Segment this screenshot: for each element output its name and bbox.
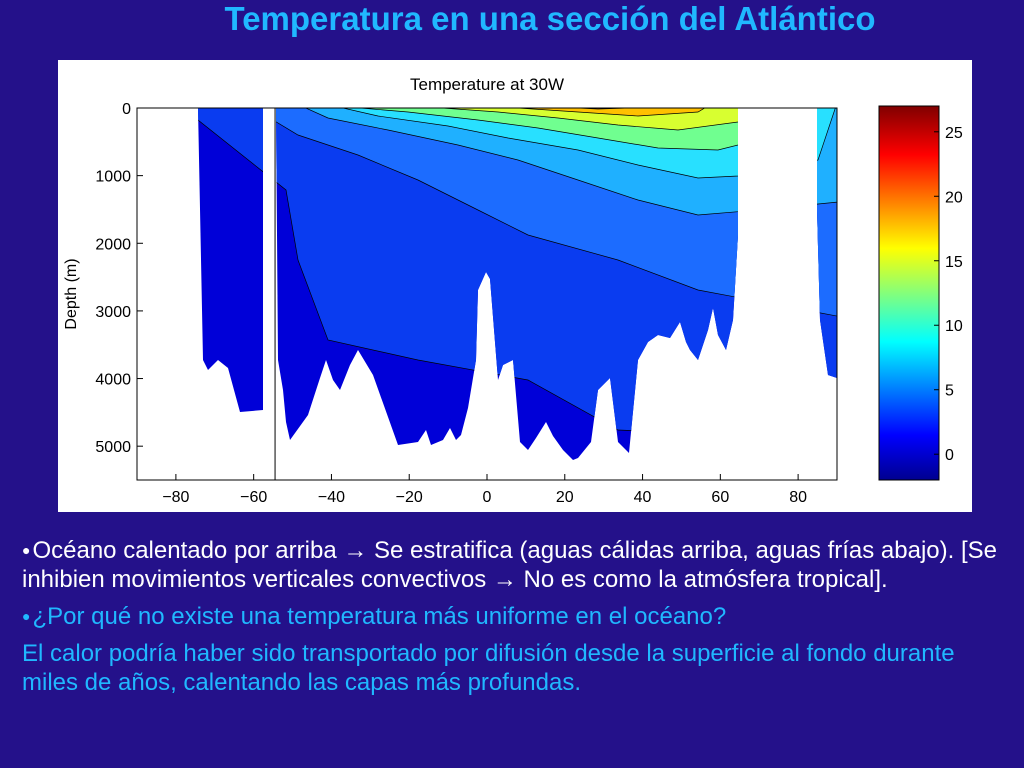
temperature-band [408, 100, 638, 105]
colorbar-tick-label: 10 [945, 318, 963, 335]
colorbar [878, 105, 940, 481]
x-tick-label: 40 [634, 489, 652, 506]
temperature-band [438, 100, 598, 103]
x-tick-label: −40 [318, 489, 345, 506]
y-axis-label: Depth (m) [63, 258, 80, 329]
colorbar-tick-label: 15 [945, 254, 963, 271]
x-tick-label: −60 [240, 489, 267, 506]
temperature-section-figure: Temperature at 30W −80 −60 −40 −20 0 20 40 60 80 0… [58, 60, 972, 512]
bullet-1: ●Océano calentado por arriba → Se estrat… [22, 536, 1012, 594]
bullet-2: ●¿Por qué no existe una temperatura más … [22, 602, 1012, 631]
colorbar-tick-label: 0 [945, 447, 954, 464]
x-tick-label: −80 [162, 489, 189, 506]
x-tick-label: 0 [483, 489, 492, 506]
y-tick-label: 1000 [95, 169, 131, 186]
x-tick-label: −20 [396, 489, 423, 506]
slide-title: Temperatura en una sección del Atlántico [224, 0, 876, 37]
chart-title: Temperature at 30W [410, 75, 564, 94]
y-tick-label: 0 [122, 101, 131, 118]
y-tick-label: 2000 [95, 236, 131, 253]
temperature-field [190, 100, 837, 460]
x-tick-label: 60 [711, 489, 729, 506]
temperature-band [377, 108, 679, 110]
slide-bullets: ●Océano calentado por arriba → Se estrat… [22, 536, 1012, 705]
x-tick-label: 20 [556, 489, 574, 506]
temperature-band [347, 108, 720, 117]
bullet-1-text: Océano calentado por arriba → Se estrati… [22, 537, 997, 593]
bullet-dot-icon: ● [22, 542, 31, 558]
y-tick-label: 5000 [95, 439, 131, 456]
bullet-2-text: ¿Por qué no existe una temperatura más u… [32, 603, 727, 630]
y-tick-label: 4000 [95, 372, 131, 389]
x-tick-label: 80 [789, 489, 807, 506]
colorbar-tick-label: 25 [945, 125, 963, 142]
bullet-dot-icon: ● [22, 608, 31, 624]
colorbar-tick-label: 5 [945, 383, 954, 400]
y-tick-label: 3000 [95, 304, 131, 321]
colorbar-tick-label: 20 [945, 189, 963, 206]
temperature-section-chart: Temperature at 30W −80 −60 −40 −20 0 20 40 60 80 0… [63, 75, 963, 506]
paragraph-3: El calor podría haber sido transportado … [22, 640, 955, 696]
